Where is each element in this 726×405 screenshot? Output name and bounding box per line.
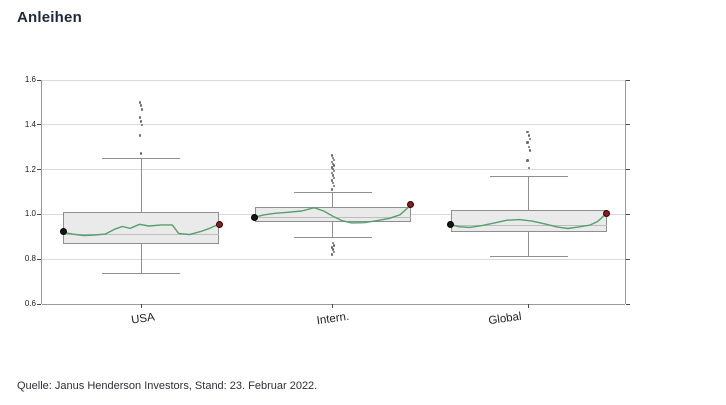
y-tick-left [37, 303, 41, 305]
outlier-dot-usa [138, 116, 142, 119]
outlier-dot-usa [138, 101, 142, 104]
whisker-cap-low-intern [293, 237, 372, 239]
outlier-dot-global [526, 130, 529, 134]
x-axis-label-intern: Intern. [315, 310, 350, 328]
y-tick-right [626, 258, 630, 260]
median-line-usa [63, 234, 220, 236]
x-tick-intern [332, 304, 334, 308]
end-dot-usa [215, 220, 223, 228]
outlier-dot-global [526, 141, 529, 144]
outlier-dot-usa [139, 152, 143, 155]
y-tick-label: 1.6 [24, 75, 36, 84]
whisker-cap-high-global [489, 176, 568, 178]
gridline [42, 258, 625, 260]
outlier-dot-intern [332, 250, 336, 254]
outlier-dot-global [527, 134, 531, 137]
boxplot-chart: 0.6 0.8 1.0 1.2 1.4 1.6 USA Intern. Global [25, 75, 630, 327]
outlier-dot-global [528, 149, 532, 152]
start-dot-intern [251, 213, 259, 221]
outlier-dot-intern [332, 176, 336, 180]
series-line-intern [254, 204, 412, 224]
y-tick-right [626, 169, 630, 171]
x-axis-label-usa: USA [130, 311, 156, 327]
whisker-cap-low-usa [102, 272, 181, 274]
outlier-dot-intern [332, 169, 336, 173]
y-tick-label: 1.2 [24, 164, 36, 174]
whisker-upper-intern [332, 192, 334, 207]
y-tick-right [626, 79, 630, 81]
outlier-dot-usa [138, 134, 142, 137]
outlier-dot-intern [332, 164, 336, 167]
y-tick-label: 1.0 [24, 209, 36, 219]
gridline [42, 124, 625, 126]
whisker-cap-high-intern [293, 191, 372, 193]
whisker-cap-low-global [489, 256, 568, 258]
outlier-dot-intern [332, 244, 336, 247]
y-tick-left [37, 79, 41, 81]
y-tick-label: 0.6 [24, 299, 36, 308]
median-line-global [450, 224, 607, 226]
outlier-dot-intern [331, 181, 335, 185]
y-tick-label: 1.4 [24, 119, 36, 129]
outlier-dot-intern [330, 171, 334, 175]
outlier-dot-usa [140, 108, 144, 111]
median-line-intern [254, 217, 411, 219]
outlier-dot-intern [331, 174, 335, 177]
x-tick-usa [140, 304, 142, 308]
y-tick-right [626, 303, 630, 305]
start-dot-usa [59, 228, 67, 236]
whisker-lower-global [528, 232, 530, 257]
start-dot-global [447, 220, 455, 228]
outlier-dot-intern [331, 156, 335, 160]
page-title: Anleihen [17, 9, 82, 26]
source-note: Quelle: Janus Henderson Investors, Stand… [17, 380, 318, 392]
whisker-upper-usa [140, 158, 142, 212]
outlier-dot-intern [332, 184, 336, 188]
outlier-dot-intern [330, 246, 334, 249]
series-line-global [450, 212, 608, 230]
outlier-dot-intern [331, 167, 335, 171]
outlier-dot-intern [331, 248, 335, 251]
y-tick-right [626, 213, 630, 215]
outlier-dot-intern [331, 241, 335, 245]
outlier-dot-intern [330, 166, 334, 169]
outlier-dot-usa [140, 123, 144, 127]
y-tick-left [37, 213, 41, 215]
outlier-dot-usa [139, 104, 143, 107]
outlier-dot-intern [330, 154, 334, 157]
outlier-dot-intern [330, 253, 334, 256]
series-lines-layer [62, 204, 608, 237]
outlier-dot-intern [332, 158, 336, 162]
y-tick-label: 0.8 [24, 254, 36, 264]
outlier-dot-global [527, 166, 531, 170]
y-tick-left [37, 258, 41, 260]
outlier-dot-global [528, 137, 532, 141]
x-axis-label-global: Global [487, 310, 523, 328]
x-tick-global [528, 304, 530, 308]
whisker-upper-global [528, 176, 530, 210]
outlier-dot-global [527, 145, 531, 148]
y-tick-left [37, 124, 41, 126]
gridline [42, 79, 625, 81]
end-dot-global [603, 209, 611, 217]
whisker-lower-usa [140, 243, 142, 274]
whisker-cap-high-usa [102, 158, 181, 160]
outlier-dot-global [526, 159, 529, 162]
gridline [42, 303, 625, 305]
box-usa [63, 211, 220, 244]
y-tick-left [37, 169, 41, 171]
plot-area: 0.6 0.8 1.0 1.2 1.4 1.6 USA Intern. Global [25, 75, 630, 327]
outlier-dot-intern [330, 179, 334, 182]
outlier-dot-intern [330, 160, 334, 164]
outlier-dot-intern [330, 188, 334, 191]
outlier-dot-intern [331, 162, 335, 166]
series-line-usa [62, 223, 220, 237]
outlier-dot-usa [139, 120, 143, 123]
y-tick-right [626, 124, 630, 126]
whisker-lower-intern [332, 222, 334, 238]
